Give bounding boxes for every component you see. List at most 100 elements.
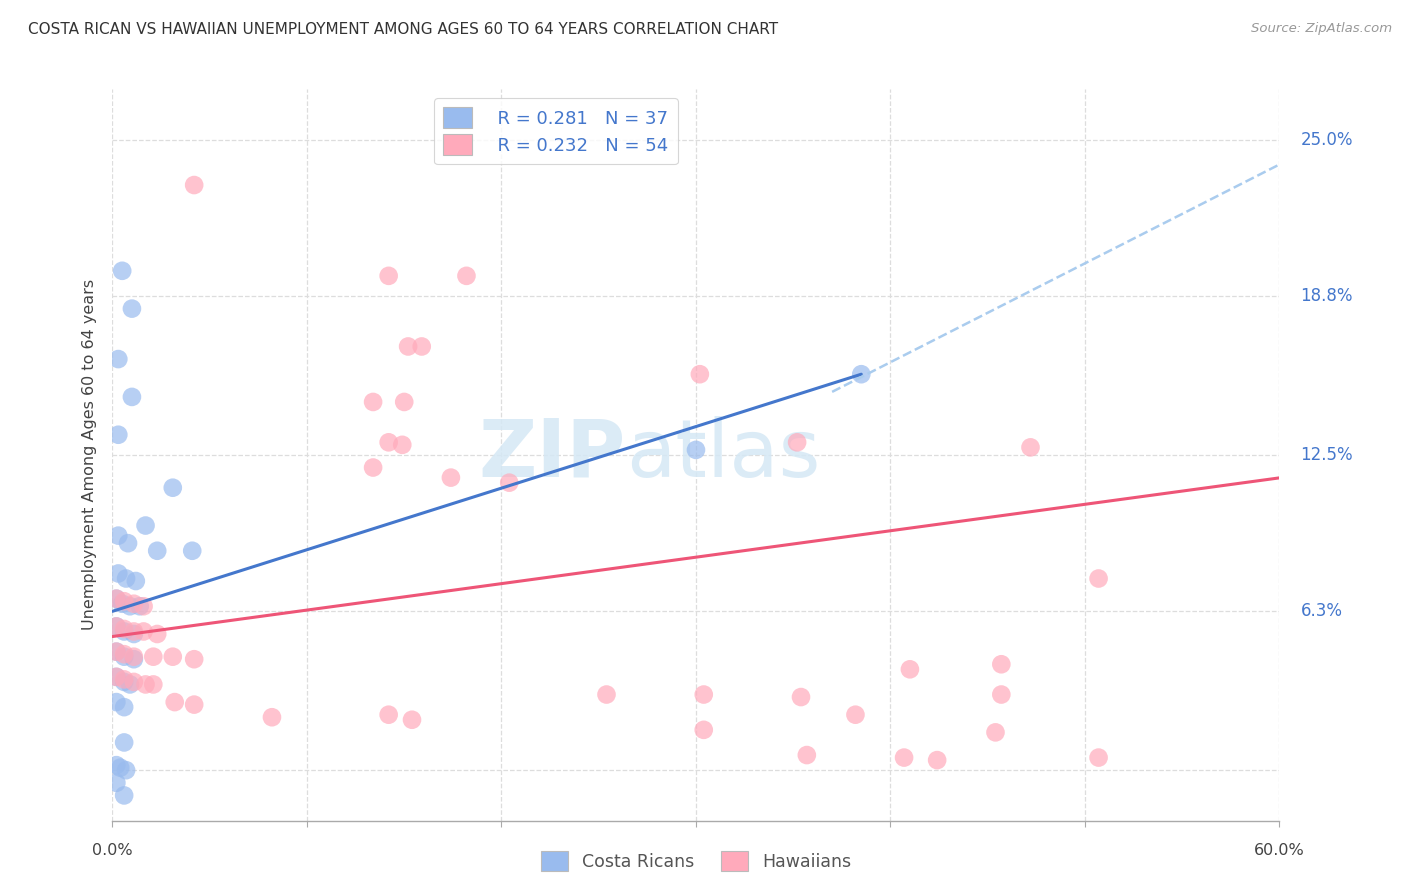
Point (112, 649, 135, 664)
Y-axis label: Unemployment Among Ages 60 to 64 years: Unemployment Among Ages 60 to 64 years (82, 279, 97, 631)
Point (146, 543, 169, 558)
Text: 12.5%: 12.5% (1301, 446, 1353, 464)
Point (122, 649, 145, 664)
Point (693, 688, 716, 702)
Point (122, 652, 145, 666)
Point (105, 670, 128, 684)
Point (112, 673, 135, 687)
Point (105, 776, 128, 790)
Point (990, 657, 1012, 672)
Text: COSTA RICAN VS HAWAIIAN UNEMPLOYMENT AMONG AGES 60 TO 64 YEARS CORRELATION CHART: COSTA RICAN VS HAWAIIAN UNEMPLOYMENT AMO… (28, 22, 779, 37)
Point (361, 460, 384, 475)
Point (132, 624, 155, 639)
Point (162, 481, 184, 495)
Point (107, 352, 129, 367)
Point (105, 591, 128, 606)
Point (107, 427, 129, 442)
Point (693, 723, 716, 737)
Point (183, 178, 205, 192)
Point (112, 789, 135, 803)
Text: 25.0%: 25.0% (1301, 130, 1353, 149)
Point (105, 645, 128, 659)
Point (1087, 750, 1109, 764)
Point (984, 725, 1007, 739)
Point (105, 619, 128, 633)
Point (118, 677, 141, 691)
Point (377, 707, 399, 722)
Point (391, 438, 413, 452)
Text: Source: ZipAtlas.com: Source: ZipAtlas.com (1251, 22, 1392, 36)
Point (112, 624, 135, 639)
Point (112, 647, 135, 661)
Point (689, 368, 711, 382)
Point (396, 339, 419, 353)
Point (786, 435, 808, 450)
Point (105, 670, 128, 684)
Point (401, 713, 423, 727)
Point (456, 268, 478, 283)
Point (142, 649, 165, 664)
Point (122, 597, 145, 611)
Point (121, 301, 143, 316)
Point (112, 622, 135, 636)
Point (107, 528, 129, 542)
Point (112, 674, 135, 689)
Point (135, 518, 157, 533)
Point (115, 763, 138, 777)
Point (117, 536, 139, 550)
Point (105, 591, 128, 606)
Point (685, 442, 707, 457)
Point (122, 627, 145, 641)
Point (392, 395, 416, 409)
Text: ZIP: ZIP (478, 416, 626, 494)
Legend: Costa Ricans, Hawaiians: Costa Ricans, Hawaiians (534, 844, 858, 878)
Point (377, 268, 399, 283)
Point (111, 597, 134, 611)
Point (132, 599, 155, 614)
Point (361, 395, 384, 409)
Point (111, 264, 134, 278)
Point (112, 700, 135, 714)
Text: 60.0%: 60.0% (1254, 843, 1305, 858)
Point (1087, 572, 1109, 586)
Point (1019, 441, 1042, 455)
Point (183, 698, 205, 712)
Point (595, 688, 617, 702)
Point (927, 753, 949, 767)
Point (498, 475, 520, 490)
Point (105, 645, 128, 659)
Point (990, 688, 1012, 702)
Point (260, 710, 283, 724)
Point (851, 368, 873, 382)
Point (125, 574, 148, 588)
Text: atlas: atlas (626, 416, 820, 494)
Point (121, 390, 143, 404)
Point (128, 599, 150, 614)
Point (122, 674, 145, 689)
Text: 6.3%: 6.3% (1301, 602, 1343, 620)
Point (893, 750, 915, 764)
Point (118, 599, 141, 614)
Point (115, 572, 138, 586)
Point (183, 652, 205, 666)
Point (107, 566, 129, 581)
Point (112, 735, 135, 749)
Text: 18.8%: 18.8% (1301, 287, 1353, 305)
Point (162, 649, 184, 664)
Point (796, 747, 818, 762)
Point (790, 690, 813, 704)
Text: 0.0%: 0.0% (93, 843, 132, 858)
Point (440, 470, 463, 484)
Point (105, 758, 128, 772)
Point (163, 695, 186, 709)
Point (411, 339, 433, 353)
Point (142, 677, 165, 691)
Point (181, 543, 204, 558)
Point (105, 619, 128, 633)
Point (135, 677, 157, 691)
Point (110, 761, 132, 775)
Point (844, 707, 866, 722)
Point (146, 627, 169, 641)
Point (377, 435, 399, 450)
Point (105, 695, 128, 709)
